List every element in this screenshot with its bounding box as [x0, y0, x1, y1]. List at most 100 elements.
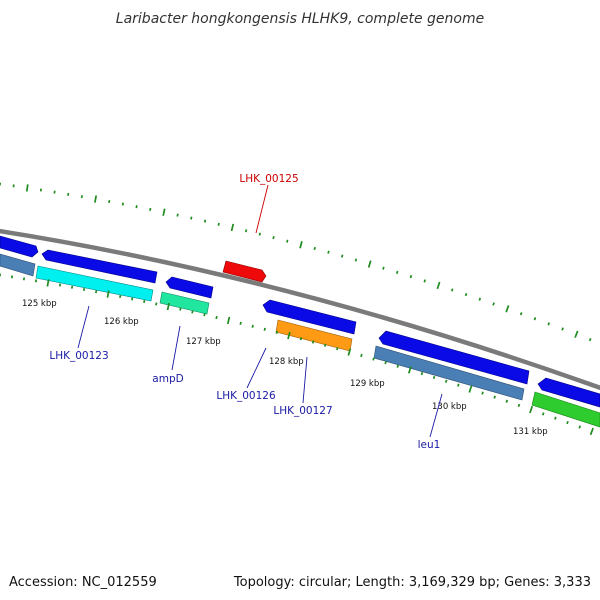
major-tick — [574, 330, 579, 338]
gene-arrow-ampd[interactable] — [159, 291, 210, 315]
gene-arrow[interactable] — [41, 249, 158, 284]
minor-tick — [149, 207, 152, 211]
minor-tick — [547, 322, 551, 326]
gene-label-lhk00127[interactable]: LHK_00127 — [273, 405, 332, 417]
minor-tick — [432, 375, 436, 380]
scale-label: 131 kbp — [513, 427, 548, 437]
minor-tick — [217, 222, 220, 226]
minor-tick — [299, 337, 303, 341]
minor-tick — [478, 297, 482, 301]
gene-arrow[interactable] — [531, 391, 600, 428]
minor-tick — [360, 353, 363, 358]
minor-tick — [244, 229, 248, 233]
minor-tick — [382, 266, 385, 270]
minor-tick — [554, 416, 557, 420]
minor-tick — [566, 420, 569, 425]
minor-tick — [313, 246, 316, 251]
major-tick — [367, 260, 372, 268]
gene-arrow-lhk00126[interactable] — [262, 299, 357, 335]
minor-tick — [492, 302, 495, 306]
minor-tick — [372, 357, 375, 361]
minor-tick — [190, 216, 193, 220]
minor-tick — [457, 383, 460, 387]
minor-tick — [354, 258, 358, 262]
minor-tick — [341, 254, 344, 258]
minor-tick — [82, 287, 86, 292]
major-tick — [529, 405, 534, 414]
major-tick — [106, 290, 110, 298]
gene-arrow-leu1[interactable] — [373, 345, 525, 401]
minor-tick — [327, 250, 330, 254]
gene-arrow[interactable] — [378, 330, 530, 385]
major-tick — [25, 184, 29, 192]
minor-tick — [191, 310, 194, 314]
scale-labels: 125 kbp 126 kbp 127 kbp 128 kbp 129 kbp … — [22, 299, 548, 437]
minor-tick — [420, 372, 424, 376]
scale-label: 125 kbp — [22, 299, 57, 309]
map-title: Laribacter hongkongensis HLHK9, complete… — [116, 11, 484, 27]
minor-tick — [517, 403, 521, 407]
label-leaders — [77, 184, 443, 438]
minor-tick — [423, 279, 426, 283]
gene-label-ampd[interactable]: ampD — [152, 373, 183, 385]
feature-track — [0, 235, 600, 428]
minor-tick — [561, 327, 564, 331]
minor-tick — [203, 313, 206, 317]
gene-label-lhk00126[interactable]: LHK_00126 — [216, 390, 276, 402]
gene-arrow[interactable] — [537, 377, 600, 408]
gene-label-lhk00123[interactable]: LHK_00123 — [49, 350, 108, 362]
gc-content-track — [0, 182, 592, 342]
minor-tick — [121, 202, 124, 206]
major-tick — [162, 208, 166, 216]
minor-tick — [409, 275, 413, 279]
minor-tick — [203, 219, 207, 223]
minor-tick — [444, 379, 448, 383]
major-tick — [299, 241, 303, 249]
scale-label: 126 kbp — [104, 317, 139, 327]
minor-tick — [215, 315, 218, 320]
minor-tick — [108, 199, 111, 204]
minor-tick — [143, 299, 146, 303]
gene-arrow[interactable] — [0, 253, 36, 277]
major-tick — [347, 348, 352, 356]
minor-tick — [263, 327, 266, 331]
major-tick — [468, 385, 473, 393]
major-tick — [46, 279, 50, 287]
minor-tick — [541, 412, 545, 416]
gene-arrow[interactable] — [0, 235, 39, 258]
major-tick — [407, 366, 412, 374]
minor-tick — [176, 213, 179, 217]
minor-tick — [464, 292, 468, 297]
minor-tick — [519, 312, 523, 316]
minor-tick — [384, 361, 387, 365]
minor-tick — [451, 288, 454, 292]
major-tick — [505, 305, 510, 313]
gene-arrow-lhk00125[interactable] — [222, 260, 267, 283]
minor-tick — [239, 321, 242, 325]
gene-arrow[interactable] — [165, 276, 214, 299]
minor-tick — [493, 395, 496, 399]
minor-tick — [311, 340, 315, 344]
minor-tick — [95, 290, 98, 294]
major-tick — [226, 316, 231, 325]
gene-label-leu1[interactable]: leu1 — [418, 439, 441, 451]
major-tick — [589, 427, 594, 436]
minor-tick — [588, 337, 592, 342]
gene-labels: LHK_00125 LHK_00123 ampD LHK_00126 LHK_0… — [49, 173, 440, 451]
gene-label-lhk00125[interactable]: LHK_00125 — [239, 173, 298, 185]
minor-tick — [135, 205, 138, 209]
scale-label: 127 kbp — [186, 337, 221, 347]
major-tick — [436, 281, 441, 290]
major-tick — [94, 195, 98, 203]
minor-tick — [396, 364, 399, 368]
scale-tick-track — [0, 273, 594, 436]
scale-label: 129 kbp — [350, 379, 385, 389]
minor-tick — [58, 283, 62, 287]
minor-tick — [155, 302, 158, 306]
minor-tick — [505, 399, 509, 403]
minor-tick — [533, 317, 537, 321]
minor-tick — [119, 294, 122, 299]
gene-arrow-lhk00123[interactable] — [35, 265, 154, 302]
